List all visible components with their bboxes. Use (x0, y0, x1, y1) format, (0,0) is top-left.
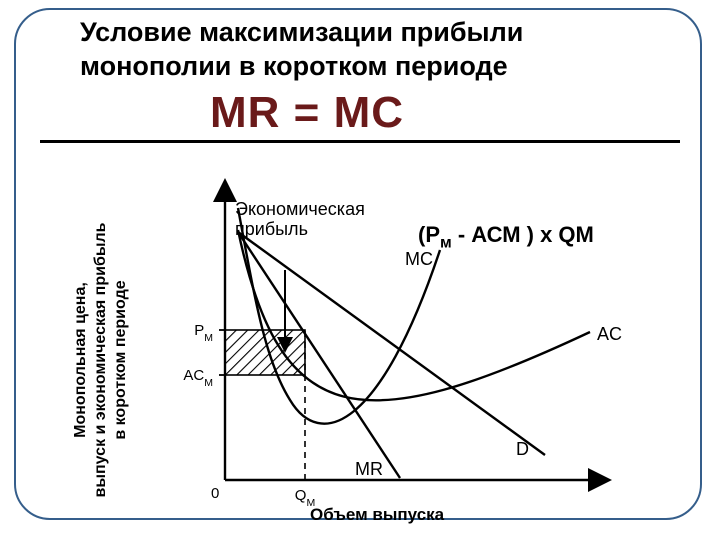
slide-frame (14, 8, 702, 520)
profit-expression: (Рм - АСМ ) х QМ (418, 222, 594, 252)
profit-part-sub: м (440, 234, 452, 251)
profit-part-2: - АСМ ) х QМ (452, 222, 594, 247)
profit-part-1: (Р (418, 222, 440, 247)
slide-title: Условие максимизации прибыли монополии в… (80, 16, 640, 84)
formula-text: МR = МС (210, 88, 404, 138)
formula-underline (40, 140, 680, 143)
